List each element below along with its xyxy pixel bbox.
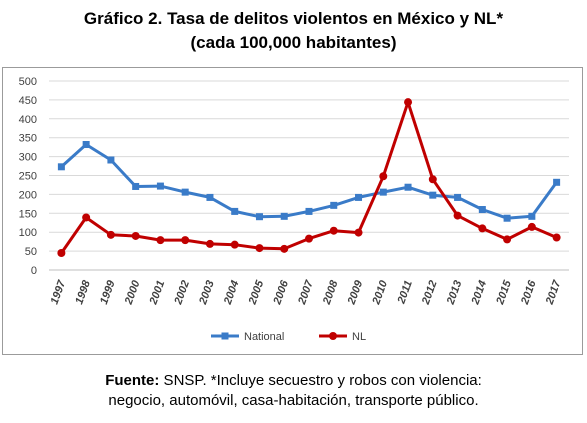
y-tick-label: 200 — [19, 189, 37, 201]
y-tick-label: 0 — [31, 265, 37, 277]
y-tick-label: 250 — [19, 171, 37, 183]
line-chart: 0 50 100 150 200 250 300 350 400 450 500 1997 1998 19… — [19, 76, 569, 343]
data-point-nl — [230, 240, 239, 249]
data-point-nl — [82, 213, 91, 222]
x-tick-label: 2014 — [469, 279, 489, 307]
x-tick-label: 2013 — [444, 279, 464, 307]
x-tick-label: 2010 — [370, 278, 390, 307]
data-point-national — [206, 193, 214, 201]
data-point-national — [305, 207, 313, 215]
data-point-nl — [181, 236, 190, 245]
data-point-national — [454, 193, 462, 201]
data-point-nl — [280, 244, 289, 253]
data-point-national — [379, 188, 387, 196]
x-tick-label: 2011 — [395, 279, 415, 306]
data-point-nl — [205, 239, 214, 248]
data-point-national — [330, 201, 338, 209]
data-point-national — [478, 206, 486, 214]
data-point-nl — [305, 234, 313, 243]
source-note-line1: Fuente: SNSP. *Incluye secuestro y robos… — [0, 371, 587, 391]
data-point-nl — [478, 224, 487, 233]
data-point-national — [503, 214, 511, 222]
data-point-national — [107, 156, 115, 164]
data-point-nl — [503, 235, 512, 244]
data-point-national — [82, 141, 90, 149]
y-tick-label: 450 — [19, 95, 37, 107]
data-point-national — [132, 182, 140, 190]
data-point-nl — [404, 98, 413, 107]
legend-marker-nl — [329, 332, 337, 340]
data-point-nl — [354, 228, 363, 237]
data-point-nl — [156, 236, 165, 245]
data-point-national — [355, 193, 363, 201]
x-tick-label: 2006 — [271, 278, 291, 307]
chart-area: 0 50 100 150 200 250 300 350 400 450 500 1997 1998 19… — [2, 67, 583, 355]
data-point-nl — [527, 222, 536, 231]
y-tick-label: 400 — [19, 114, 37, 126]
chart-subtitle: (cada 100,000 habitantes) — [190, 33, 397, 52]
source-label: Fuente: — [105, 372, 160, 389]
x-tick-label: 1998 — [73, 278, 93, 306]
x-tick-label: 2009 — [345, 278, 365, 307]
data-point-nl — [329, 226, 338, 235]
data-point-nl — [453, 211, 462, 220]
data-point-nl — [131, 231, 140, 240]
x-tick-label: 2005 — [246, 278, 266, 307]
y-tick-label: 150 — [19, 208, 37, 220]
legend-marker-national — [221, 332, 229, 340]
legend-label-nl: NL — [352, 331, 366, 343]
x-tick-label: 2012 — [420, 279, 440, 307]
data-point-national — [156, 182, 164, 190]
source-note-line2: negocio, automóvil, casa-habitación, tra… — [108, 392, 479, 409]
legend-label-national: National — [244, 331, 284, 343]
x-tick-label: 2007 — [296, 278, 316, 307]
x-tick-label: 2004 — [222, 279, 242, 307]
data-point-national — [57, 163, 65, 171]
data-point-nl — [428, 175, 437, 184]
data-point-national — [404, 183, 412, 191]
y-tick-label: 300 — [19, 152, 37, 164]
data-point-national — [528, 212, 536, 220]
x-tick-label: 2015 — [494, 278, 514, 307]
chart-title: Gráfico 2. Tasa de delitos violentos en … — [83, 9, 504, 28]
x-tick-label: 1997 — [49, 278, 69, 306]
data-point-nl — [255, 244, 264, 253]
data-point-national — [553, 178, 561, 186]
x-tick-label: 2000 — [122, 278, 142, 307]
y-tick-label: 500 — [19, 76, 37, 88]
data-point-national — [280, 212, 288, 220]
x-tick-label: 2016 — [519, 278, 539, 307]
data-point-nl — [57, 248, 66, 257]
x-tick-label: 2008 — [321, 278, 341, 307]
x-tick-label: 1999 — [98, 278, 118, 306]
y-tick-label: 100 — [19, 227, 37, 239]
y-tick-label: 50 — [25, 246, 37, 258]
x-tick-label: 2002 — [172, 279, 192, 307]
data-point-national — [231, 207, 239, 215]
x-tick-label: 2017 — [543, 278, 563, 307]
x-tick-label: 2003 — [197, 279, 217, 307]
data-point-national — [255, 213, 263, 221]
data-point-nl — [106, 230, 115, 239]
data-point-nl — [552, 233, 561, 242]
data-point-nl — [379, 172, 388, 181]
x-tick-label: 2001 — [147, 279, 167, 307]
data-point-national — [429, 191, 437, 199]
y-tick-label: 350 — [19, 133, 37, 145]
data-point-national — [181, 188, 189, 196]
source-text: SNSP. *Incluye secuestro y robos con vio… — [159, 372, 482, 389]
